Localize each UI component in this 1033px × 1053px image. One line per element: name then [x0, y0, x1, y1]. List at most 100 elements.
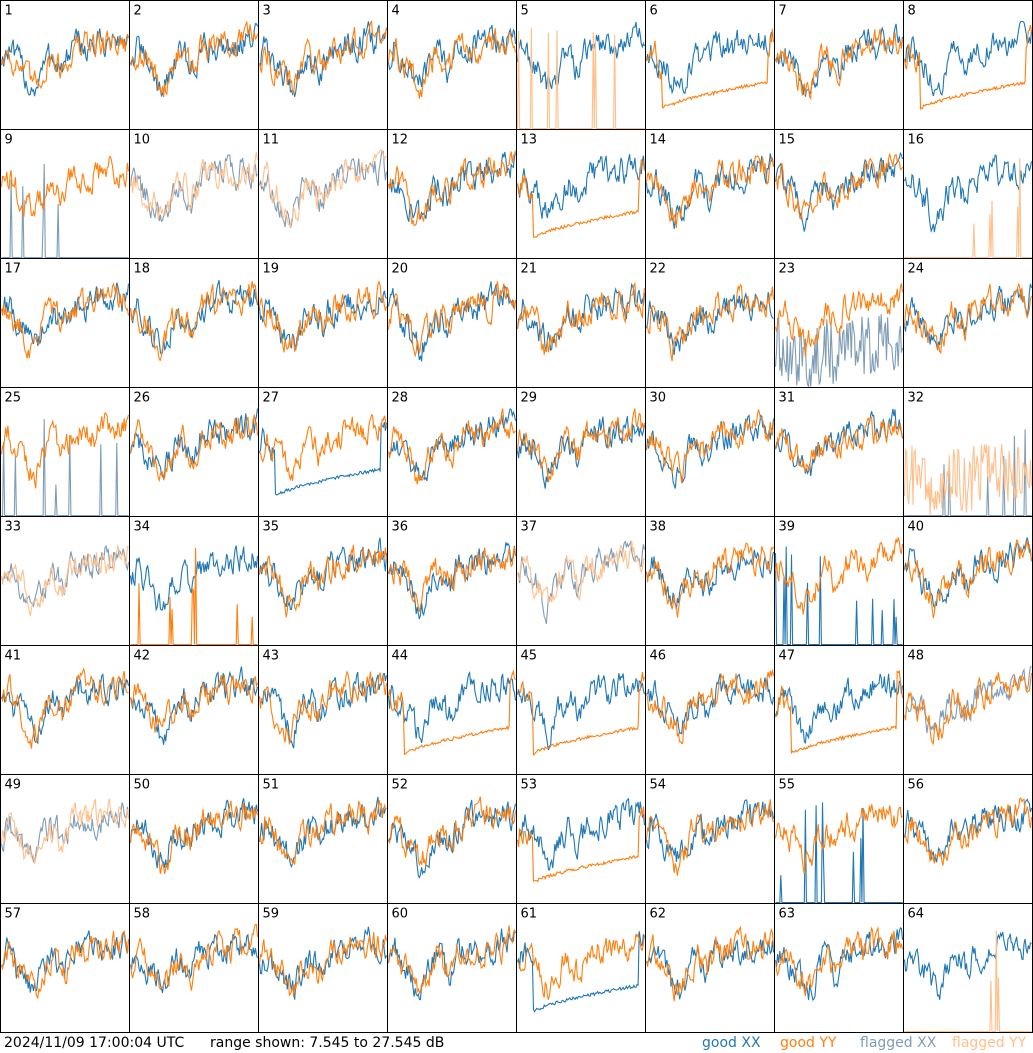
trace-yy-good — [774, 28, 904, 101]
panel-frame — [387, 645, 517, 775]
trace-yy-good — [645, 154, 775, 229]
trace-xx-flagged — [904, 665, 1032, 737]
panel-label: 32 — [908, 391, 925, 406]
panel-8: 8 — [903, 0, 1033, 130]
trace-xx-flagged — [774, 314, 904, 389]
trace-xx-good — [774, 546, 903, 646]
trace-yy-flagged — [904, 158, 1032, 259]
trace-yy-good — [0, 282, 130, 359]
panel-frame — [903, 258, 1033, 388]
panel-label: 42 — [134, 649, 151, 664]
panel-label: 60 — [392, 907, 409, 922]
trace-yy-good — [0, 155, 130, 218]
panel-label: 61 — [521, 907, 538, 922]
trace-xx-good — [774, 673, 904, 744]
trace-yy-good — [645, 669, 775, 745]
trace-yy-flagged — [904, 930, 1032, 1033]
panel-61: 61 — [516, 903, 646, 1033]
trace-yy-flagged — [129, 152, 259, 220]
panel-label: 6 — [650, 4, 658, 19]
trace-xx-good — [129, 545, 259, 612]
panel-12: 12 — [387, 129, 517, 259]
panel-label: 44 — [392, 649, 409, 664]
trace-yy-good — [1, 667, 129, 749]
panel-label: 24 — [908, 262, 925, 277]
panel-52: 52 — [387, 774, 517, 904]
trace-yy-good — [388, 546, 517, 612]
panel-35: 35 — [258, 516, 388, 646]
panel-label: 27 — [263, 391, 280, 406]
panel-43: 43 — [258, 645, 388, 775]
trace-xx-good — [645, 291, 774, 355]
trace-yy-good — [129, 414, 259, 483]
trace-yy-good — [259, 413, 388, 482]
panel-32: 32 — [903, 387, 1033, 517]
trace-xx-good — [645, 414, 775, 489]
panel-frame — [516, 903, 646, 1033]
panel-6: 6 — [645, 0, 775, 130]
panel-40: 40 — [903, 516, 1033, 646]
panel-48: 48 — [903, 645, 1033, 775]
trace-xx-good — [516, 282, 646, 353]
panel-label: 33 — [5, 520, 22, 535]
panel-frame — [258, 129, 388, 259]
panel-33: 33 — [0, 516, 130, 646]
trace-yy-good — [258, 544, 388, 618]
panel-label: 46 — [650, 649, 667, 664]
trace-xx-good — [646, 673, 775, 735]
trace-xx-good — [129, 280, 259, 356]
panel-28: 28 — [387, 387, 517, 517]
panel-label: 38 — [650, 520, 667, 535]
panel-label: 21 — [521, 262, 538, 277]
panel-label: 31 — [779, 391, 796, 406]
trace-yy-good — [774, 153, 903, 220]
trace-yy-good — [258, 799, 387, 865]
panel-2: 2 — [129, 0, 259, 130]
panel-30: 30 — [645, 387, 775, 517]
panel-37: 37 — [516, 516, 646, 646]
panel-53: 53 — [516, 774, 646, 904]
panel-25: 25 — [0, 387, 130, 517]
trace-xx-good — [1, 930, 130, 993]
trace-xx-good — [1, 282, 130, 346]
trace-yy-good — [129, 800, 259, 874]
panel-label: 37 — [521, 520, 538, 535]
trace-yy-good — [903, 539, 1033, 619]
panel-56: 56 — [903, 774, 1033, 904]
panel-59: 59 — [258, 903, 388, 1033]
panel-1: 1 — [0, 0, 130, 130]
trace-xx-good — [903, 931, 1032, 1000]
legend-good-yy-pol: YY — [819, 1035, 837, 1051]
trace-yy-good — [129, 281, 259, 361]
panel-frame — [645, 129, 775, 259]
legend-good-xx-pol: XX — [741, 1035, 761, 1051]
panel-label: 56 — [908, 778, 925, 793]
panel-36: 36 — [387, 516, 517, 646]
panel-5: 5 — [516, 0, 646, 130]
trace-yy-good — [645, 925, 775, 1002]
trace-yy-good — [645, 409, 775, 484]
panel-21: 21 — [516, 258, 646, 388]
panel-label: 19 — [263, 262, 280, 277]
panel-frame — [903, 774, 1033, 904]
trace-yy-good — [0, 411, 130, 489]
panel-label: 16 — [908, 133, 925, 148]
panel-label: 48 — [908, 649, 925, 664]
trace-yy-good — [516, 408, 646, 483]
panel-frame — [516, 258, 646, 388]
panel-frame — [903, 516, 1033, 646]
panel-34: 34 — [129, 516, 259, 646]
panel-label: 29 — [521, 391, 538, 406]
panel-60: 60 — [387, 903, 517, 1033]
trace-yy-good — [130, 547, 258, 646]
trace-yy-good — [646, 283, 775, 362]
trace-xx-good — [645, 549, 775, 610]
panel-frame — [774, 903, 904, 1033]
trace-xx-good — [387, 281, 517, 362]
trace-xx-good — [129, 798, 259, 869]
panel-label: 8 — [908, 4, 916, 19]
panel-label: 12 — [392, 133, 409, 148]
trace-yy-good — [516, 806, 646, 883]
panel-label: 43 — [263, 649, 280, 664]
panel-label: 9 — [5, 133, 13, 148]
